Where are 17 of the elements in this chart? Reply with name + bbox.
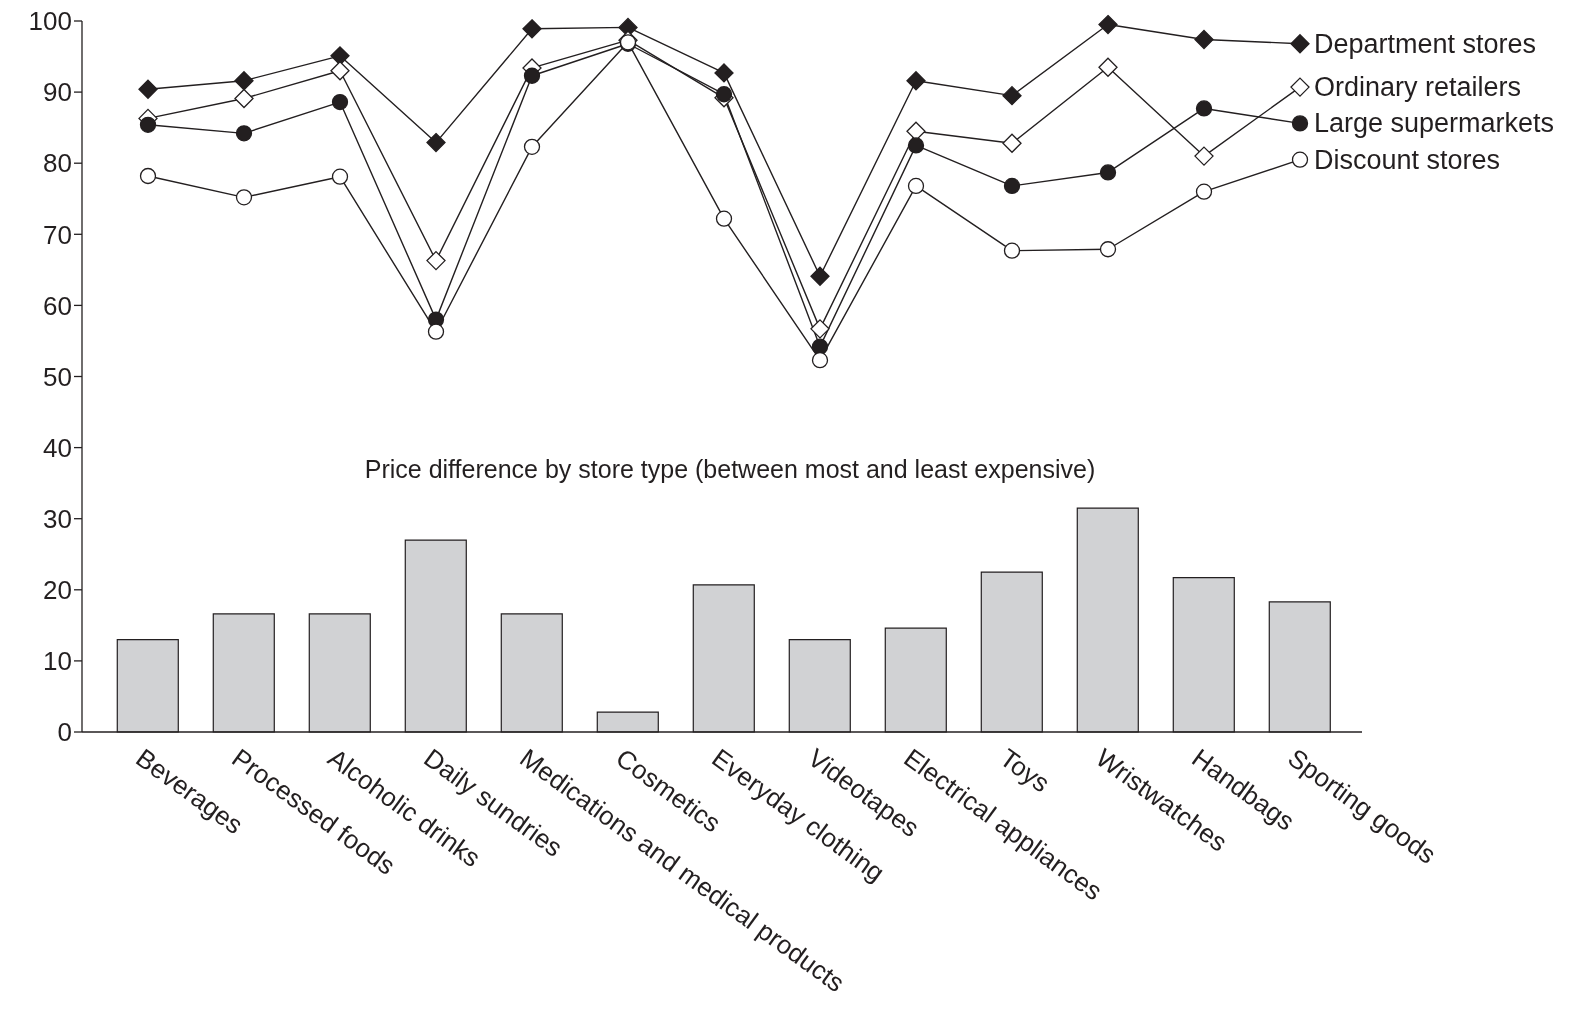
y-tick-label: 0 bbox=[57, 717, 72, 748]
series-label: Discount stores bbox=[1314, 144, 1501, 175]
y-tick-label: 90 bbox=[43, 77, 72, 108]
y-tick-label: 10 bbox=[43, 646, 72, 677]
series-label: Ordinary retailers bbox=[1314, 72, 1522, 103]
y-tick-label: 70 bbox=[43, 219, 72, 250]
y-tick-label: 50 bbox=[43, 361, 72, 392]
series-label: Department stores bbox=[1314, 28, 1537, 59]
series-label: Price difference by store type (between most and least expensive) bbox=[363, 454, 1097, 484]
y-tick-label: 20 bbox=[43, 575, 72, 606]
y-tick-label: 30 bbox=[43, 503, 72, 534]
y-tick-label: 100 bbox=[28, 6, 72, 37]
y-tick-label: 60 bbox=[43, 290, 72, 321]
series-label: Large supermarkets bbox=[1314, 108, 1555, 139]
y-tick-label: 40 bbox=[43, 432, 72, 463]
y-tick-label: 80 bbox=[43, 148, 72, 179]
x-tick-label: Toys bbox=[994, 742, 1056, 799]
